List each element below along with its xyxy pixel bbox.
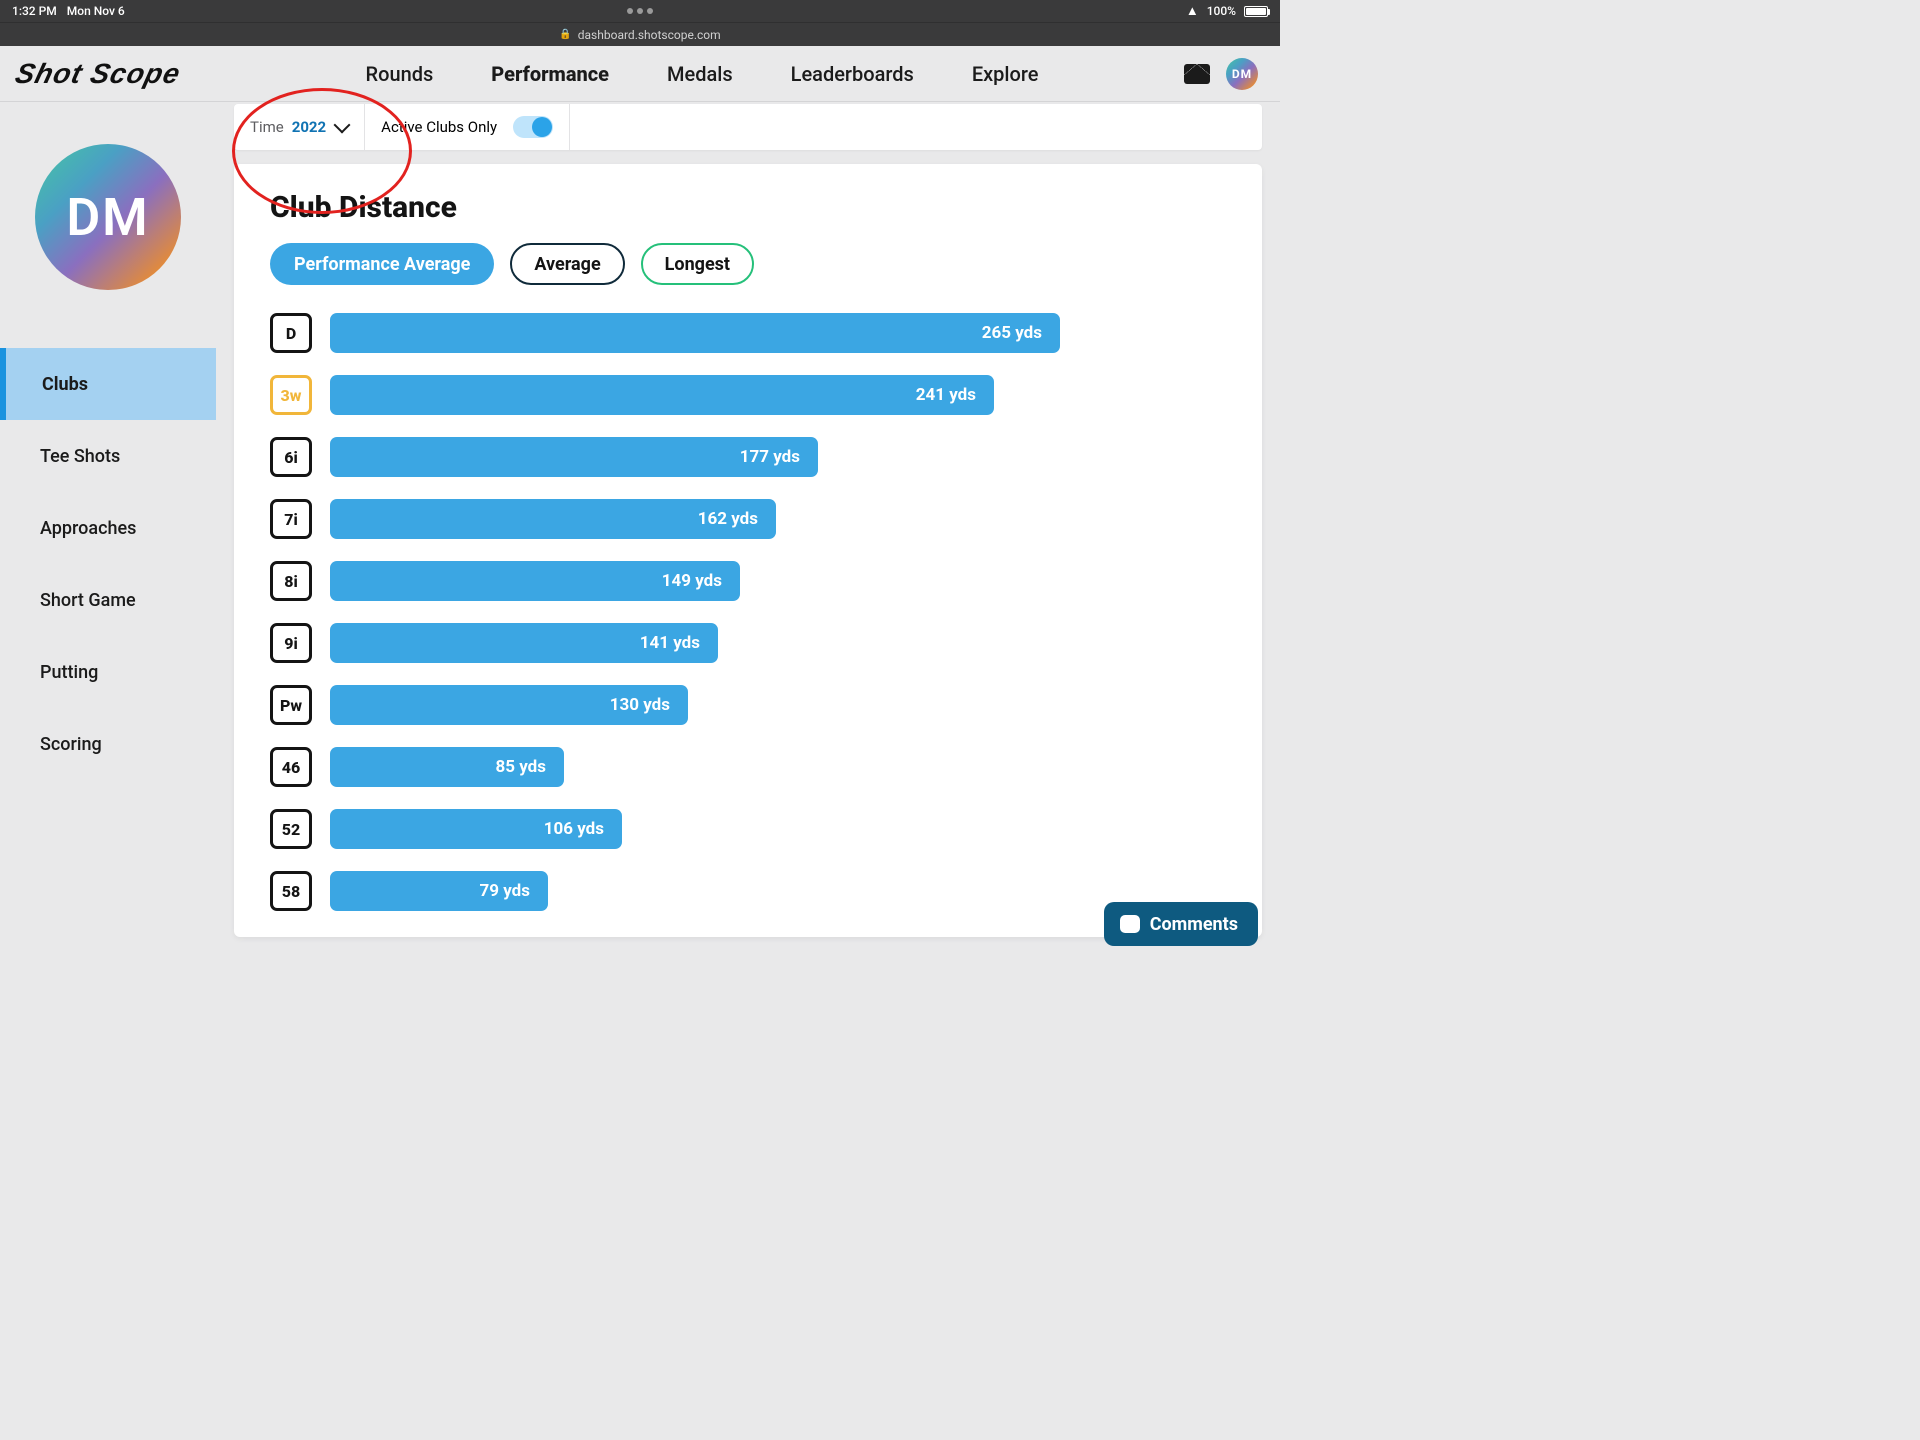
card-title: Club Distance xyxy=(270,190,1262,225)
pill-performance-average[interactable]: Performance Average xyxy=(270,243,494,285)
comment-icon xyxy=(1120,915,1140,933)
avatar-small[interactable]: DM xyxy=(1226,58,1258,90)
logo[interactable]: Shot Scope xyxy=(12,58,184,90)
club-badge-pw[interactable]: Pw xyxy=(270,685,312,725)
club-badge-52[interactable]: 52 xyxy=(270,809,312,849)
bar-fill: 130 yds xyxy=(330,685,688,725)
club-badge-3w[interactable]: 3w xyxy=(270,375,312,415)
bar-track: 265 yds xyxy=(330,313,1242,353)
metric-pills: Performance Average Average Longest xyxy=(270,243,1262,285)
bar-fill: 149 yds xyxy=(330,561,740,601)
nav-performance[interactable]: Performance xyxy=(491,62,609,86)
bar-row-46: 46 85 yds xyxy=(270,747,1242,787)
bar-row-pw: Pw 130 yds xyxy=(270,685,1242,725)
bar-row-6i: 6i 177 yds xyxy=(270,437,1242,477)
club-distance-bars: D 265 yds 3w 241 yds 6i 177 yds 7i 162 yds 8i 149… xyxy=(270,313,1242,911)
bar-row-7i: 7i 162 yds xyxy=(270,499,1242,539)
browser-url-bar[interactable]: 🔒 dashboard.shotscope.com xyxy=(0,22,1280,46)
club-distance-card: Club Distance Performance Average Average… xyxy=(234,164,1262,937)
multitask-dots xyxy=(627,8,653,14)
bar-track: 149 yds xyxy=(330,561,1242,601)
bar-track: 130 yds xyxy=(330,685,1242,725)
sidebar-item-approaches[interactable]: Approaches xyxy=(0,492,216,564)
bar-fill: 85 yds xyxy=(330,747,564,787)
sidebar-item-clubs[interactable]: Clubs xyxy=(0,348,216,420)
club-badge-d[interactable]: D xyxy=(270,313,312,353)
bar-fill: 177 yds xyxy=(330,437,818,477)
sidebar-item-short-game[interactable]: Short Game xyxy=(0,564,216,636)
main-content: Time 2022 Active Clubs Only Club Distanc… xyxy=(216,102,1280,960)
nav-rounds[interactable]: Rounds xyxy=(366,62,434,86)
bar-track: 141 yds xyxy=(330,623,1242,663)
url-text: dashboard.shotscope.com xyxy=(578,28,721,42)
bar-row-52: 52 106 yds xyxy=(270,809,1242,849)
avatar-large[interactable]: DM xyxy=(35,144,181,290)
nav-medals[interactable]: Medals xyxy=(667,62,733,86)
bar-fill: 141 yds xyxy=(330,623,718,663)
comments-button[interactable]: Comments xyxy=(1104,902,1258,946)
active-clubs-toggle[interactable] xyxy=(513,116,553,138)
bar-row-58: 58 79 yds xyxy=(270,871,1242,911)
club-badge-46[interactable]: 46 xyxy=(270,747,312,787)
top-nav: Rounds Performance Medals Leaderboards Explo… xyxy=(228,62,1176,86)
club-badge-58[interactable]: 58 xyxy=(270,871,312,911)
active-clubs-label: Active Clubs Only xyxy=(381,118,497,136)
bar-track: 241 yds xyxy=(330,375,1242,415)
bar-track: 177 yds xyxy=(330,437,1242,477)
time-filter-label: Time xyxy=(250,118,284,136)
club-badge-8i[interactable]: 8i xyxy=(270,561,312,601)
bar-row-d: D 265 yds xyxy=(270,313,1242,353)
bar-track: 106 yds xyxy=(330,809,1242,849)
bar-track: 162 yds xyxy=(330,499,1242,539)
battery-percent: 100% xyxy=(1207,4,1236,18)
nav-leaderboards[interactable]: Leaderboards xyxy=(791,62,914,86)
comments-label: Comments xyxy=(1150,914,1238,935)
bar-fill: 265 yds xyxy=(330,313,1060,353)
club-badge-7i[interactable]: 7i xyxy=(270,499,312,539)
nav-explore[interactable]: Explore xyxy=(972,62,1039,86)
bar-fill: 79 yds xyxy=(330,871,548,911)
bar-fill: 162 yds xyxy=(330,499,776,539)
app-header: Shot Scope Rounds Performance Medals Leader… xyxy=(0,46,1280,102)
bar-row-9i: 9i 141 yds xyxy=(270,623,1242,663)
bar-track: 85 yds xyxy=(330,747,1242,787)
active-clubs-filter[interactable]: Active Clubs Only xyxy=(365,104,570,150)
time-filter[interactable]: Time 2022 xyxy=(234,104,365,150)
sidebar-item-tee-shots[interactable]: Tee Shots xyxy=(0,420,216,492)
sidebar: DM ClubsTee ShotsApproachesShort GamePut… xyxy=(0,102,216,960)
pill-longest[interactable]: Longest xyxy=(641,243,754,285)
lock-icon: 🔒 xyxy=(559,29,571,40)
club-badge-9i[interactable]: 9i xyxy=(270,623,312,663)
sidebar-item-putting[interactable]: Putting xyxy=(0,636,216,708)
status-date: Mon Nov 6 xyxy=(67,4,125,18)
wifi-icon: ▲ xyxy=(1186,3,1199,19)
mail-icon[interactable] xyxy=(1184,64,1210,84)
bar-fill: 241 yds xyxy=(330,375,994,415)
bar-row-3w: 3w 241 yds xyxy=(270,375,1242,415)
pill-average[interactable]: Average xyxy=(510,243,624,285)
filter-bar: Time 2022 Active Clubs Only xyxy=(234,104,1262,150)
bar-row-8i: 8i 149 yds xyxy=(270,561,1242,601)
status-time: 1:32 PM xyxy=(12,4,57,18)
ios-status-bar: 1:32 PM Mon Nov 6 ▲ 100% xyxy=(0,0,1280,22)
club-badge-6i[interactable]: 6i xyxy=(270,437,312,477)
battery-icon xyxy=(1244,6,1268,17)
chevron-down-icon xyxy=(334,117,351,134)
bar-fill: 106 yds xyxy=(330,809,622,849)
sidebar-item-scoring[interactable]: Scoring xyxy=(0,708,216,780)
time-filter-value: 2022 xyxy=(292,118,326,136)
